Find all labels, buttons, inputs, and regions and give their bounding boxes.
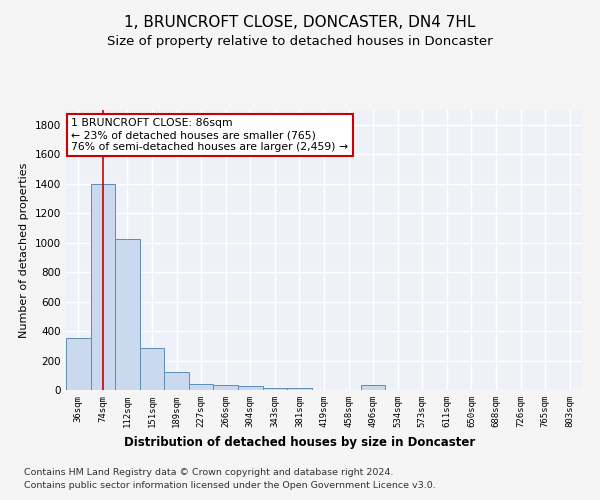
Text: Size of property relative to detached houses in Doncaster: Size of property relative to detached ho… (107, 34, 493, 48)
Bar (91, 184, 115, 390)
Text: Contains HM Land Registry data © Crown copyright and database right 2024.: Contains HM Land Registry data © Crown c… (24, 468, 394, 477)
Bar (140, 348, 164, 390)
Text: 1 BRUNCROFT CLOSE: 86sqm
← 23% of detached houses are smaller (765)
76% of semi-: 1 BRUNCROFT CLOSE: 86sqm ← 23% of detach… (71, 118, 348, 152)
Bar (238, 386, 263, 390)
Bar (115, 239, 140, 390)
Bar (287, 388, 312, 390)
Bar (164, 372, 189, 390)
Bar (189, 384, 214, 390)
Bar (214, 385, 238, 390)
Bar (361, 385, 385, 390)
Text: 1, BRUNCROFT CLOSE, DONCASTER, DN4 7HL: 1, BRUNCROFT CLOSE, DONCASTER, DN4 7HL (124, 15, 476, 30)
Bar (66, 338, 91, 390)
Text: Distribution of detached houses by size in Doncaster: Distribution of detached houses by size … (124, 436, 476, 449)
Y-axis label: Number of detached properties: Number of detached properties (19, 162, 29, 338)
Text: Contains public sector information licensed under the Open Government Licence v3: Contains public sector information licen… (24, 482, 436, 490)
Bar (263, 388, 287, 390)
